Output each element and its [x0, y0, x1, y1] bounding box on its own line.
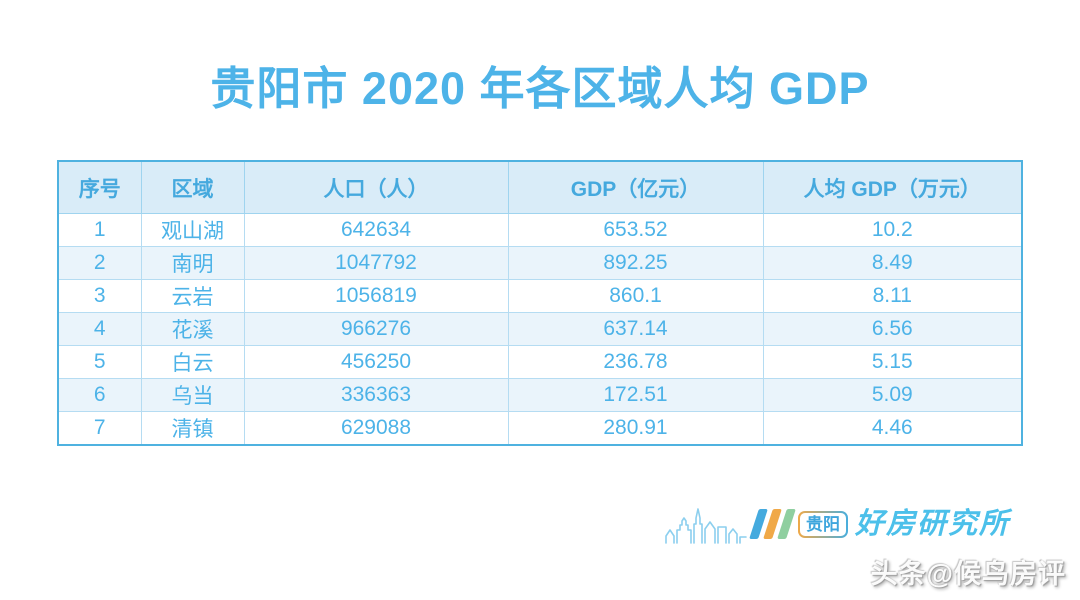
table-cell: 8.49	[762, 246, 1023, 280]
table-cell: 4	[57, 312, 142, 346]
column-header: 序号	[57, 160, 142, 214]
column-header: 人口（人）	[243, 160, 509, 214]
city-badge: 贵阳	[797, 511, 848, 538]
brand-logo: 贵阳 好房研究所	[665, 496, 1010, 544]
table-cell: 清镇	[140, 411, 245, 446]
table-cell: 4.46	[762, 411, 1023, 446]
logo-stripes	[749, 509, 796, 539]
column-header: GDP（亿元）	[507, 160, 764, 214]
city-skyline-icon	[665, 508, 747, 544]
table-cell: 1	[57, 213, 142, 247]
column-header: 人均 GDP（万元）	[762, 160, 1023, 214]
table-cell: 2	[57, 246, 142, 280]
table-cell: 8.11	[762, 279, 1023, 313]
table-row: 3 云岩 1056819 860.1 8.11	[57, 279, 1023, 313]
table-row: 2 南明 1047792 892.25 8.49	[57, 246, 1023, 280]
table-row: 6 乌当 336363 172.51 5.09	[57, 378, 1023, 412]
table-cell: 南明	[140, 246, 245, 280]
table-cell: 456250	[243, 345, 509, 379]
gdp-table: 序号 区域 人口（人） GDP（亿元） 人均 GDP（万元） 1 观山湖 642634 653…	[57, 160, 1023, 446]
table-cell: 观山湖	[140, 213, 245, 247]
table-cell: 1056819	[243, 279, 509, 313]
table-cell: 乌当	[140, 378, 245, 412]
table-cell: 966276	[243, 312, 509, 346]
table-row: 4 花溪 966276 637.14 6.56	[57, 312, 1023, 346]
table-cell: 336363	[243, 378, 509, 412]
table-cell: 629088	[243, 411, 509, 446]
table-row: 5 白云 456250 236.78 5.15	[57, 345, 1023, 379]
table-cell: 白云	[140, 345, 245, 379]
table-cell: 1047792	[243, 246, 509, 280]
table-cell: 5	[57, 345, 142, 379]
brand-name: 好房研究所	[854, 508, 1010, 540]
watermark: 头条@候鸟房评	[870, 559, 1066, 589]
table-cell: 6	[57, 378, 142, 412]
page-title: 贵阳市 2020 年各区域人均 GDP	[210, 63, 870, 114]
table-cell: 280.91	[507, 411, 764, 446]
table-cell: 653.52	[507, 213, 764, 247]
table-cell: 637.14	[507, 312, 764, 346]
table-cell: 3	[57, 279, 142, 313]
table-cell: 花溪	[140, 312, 245, 346]
column-header: 区域	[140, 160, 245, 214]
table-cell: 892.25	[507, 246, 764, 280]
table-cell: 172.51	[507, 378, 764, 412]
table-cell: 10.2	[762, 213, 1023, 247]
table-row: 1 观山湖 642634 653.52 10.2	[57, 213, 1023, 247]
table-cell: 7	[57, 411, 142, 446]
table-cell: 5.15	[762, 345, 1023, 379]
table-cell: 860.1	[507, 279, 764, 313]
table-cell: 6.56	[762, 312, 1023, 346]
table-cell: 云岩	[140, 279, 245, 313]
table-cell: 5.09	[762, 378, 1023, 412]
table-cell: 236.78	[507, 345, 764, 379]
table-cell: 642634	[243, 213, 509, 247]
table-row: 7 清镇 629088 280.91 4.46	[57, 411, 1023, 446]
header-row: 序号 区域 人口（人） GDP（亿元） 人均 GDP（万元）	[57, 160, 1023, 214]
city-badge-label: 贵阳	[799, 513, 846, 536]
